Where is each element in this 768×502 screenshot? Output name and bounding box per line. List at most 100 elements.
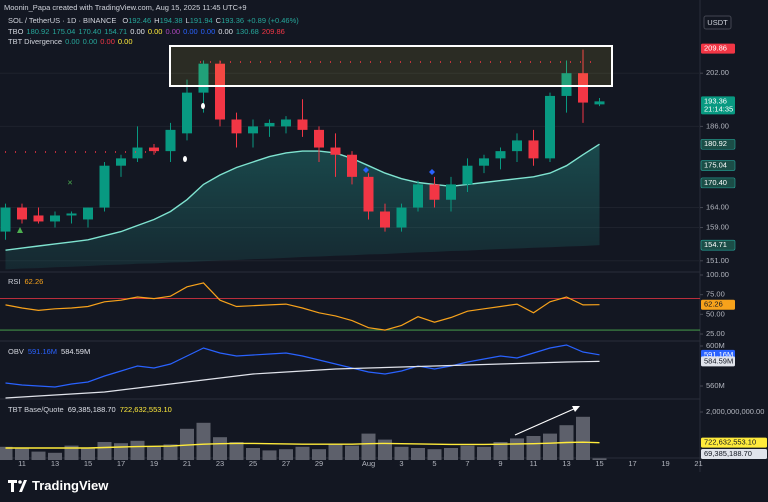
bar — [213, 437, 227, 460]
price-tag-label: 193.36 — [704, 96, 727, 105]
tbo-value: 0.00 — [130, 27, 145, 36]
bar — [147, 446, 161, 460]
candle-body — [99, 165, 110, 208]
candle-body — [297, 119, 308, 130]
ma-line — [5, 143, 600, 251]
price-tag — [700, 177, 736, 189]
x-tick-label: 3 — [399, 459, 403, 468]
currency-box[interactable] — [703, 15, 732, 30]
panel-legend-value: 69,385,188.70 — [68, 405, 116, 414]
x-tick-label: 21 — [183, 459, 191, 468]
candle-body — [50, 215, 60, 222]
bar — [328, 444, 343, 460]
y-tick-label: 50.00 — [706, 309, 725, 318]
price-tag-label: 69,385,188.70 — [704, 449, 752, 458]
price-tag-label: 209.86 — [704, 44, 727, 53]
x-tick-label: 9 — [498, 459, 502, 468]
price-tag-label: 180.92 — [704, 139, 727, 148]
candle-body — [380, 211, 390, 228]
panel-title: TBT Base/Quote — [8, 405, 64, 414]
x-tick-label: 19 — [661, 459, 669, 468]
y-tick-label: 202.00 — [706, 68, 729, 77]
candle-body — [512, 140, 522, 152]
candle-body — [330, 147, 341, 155]
signal-marker — [429, 169, 435, 175]
candle-body — [545, 95, 555, 159]
signal-marker — [363, 167, 369, 173]
candle-body — [429, 184, 440, 200]
candle-body — [578, 73, 588, 103]
brand-logo — [8, 480, 27, 492]
line — [5, 282, 600, 331]
bar — [427, 449, 442, 460]
bar — [196, 422, 211, 460]
x-tick-label: 15 — [84, 459, 92, 468]
bar — [510, 438, 524, 460]
bar — [526, 436, 541, 460]
signal-marker: × — [67, 177, 72, 187]
bar — [48, 452, 62, 460]
bar — [543, 433, 557, 460]
candle-body — [0, 207, 11, 232]
bar — [229, 442, 244, 460]
y-tick-label: 151.00 — [706, 256, 729, 265]
bar — [312, 449, 326, 460]
tbo-name: TBO — [8, 27, 24, 36]
y-tick-label: 186.00 — [706, 121, 729, 130]
y-tick-label: 75.00 — [706, 290, 725, 299]
panel-title: RSI — [8, 277, 21, 286]
bar — [279, 449, 293, 460]
x-tick-label: 29 — [315, 459, 323, 468]
bar — [295, 446, 310, 460]
candle-body — [347, 154, 357, 177]
candle-body — [446, 184, 456, 200]
bar — [130, 440, 145, 460]
symbol: SOL / TetherUS · 1D · BINANCE — [8, 16, 116, 25]
line — [5, 344, 600, 388]
bar — [493, 442, 508, 460]
bar — [411, 448, 425, 460]
candle-body — [165, 129, 176, 152]
candle-body — [396, 207, 407, 228]
candle-body — [248, 126, 258, 134]
tbo-value: 130.68 — [236, 27, 259, 36]
tbt-name: TBT Divergence — [8, 37, 62, 46]
price-tag — [700, 239, 736, 251]
bar — [460, 445, 475, 460]
panel-legend: RSI 62.26 — [8, 277, 43, 286]
band-area — [5, 144, 600, 270]
candle-body — [116, 158, 126, 166]
tbo-value: 0.00 — [183, 27, 198, 36]
ma-line — [5, 441, 600, 449]
brand-logo — [18, 480, 22, 484]
price-tag-label: 62.26 — [704, 300, 723, 309]
panel-legend-value: 591.16M — [28, 347, 57, 356]
x-tick-label: 13 — [562, 459, 570, 468]
x-tick-label: 15 — [595, 459, 603, 468]
credit: Moonin_Papa created with TradingView.com… — [4, 3, 247, 12]
price-tag — [701, 356, 735, 367]
signal-marker — [17, 227, 23, 233]
bar — [163, 444, 178, 460]
x-tick-label: 19 — [150, 459, 158, 468]
panel-legend-value: 722,632,553.10 — [120, 405, 172, 414]
y-tick-label: 560M — [706, 381, 725, 390]
tbt-value: 0.00 — [100, 37, 115, 46]
candle-body — [132, 147, 143, 159]
annotation-arrow — [514, 407, 577, 436]
price-tag-label: 591.16M — [704, 350, 733, 359]
tbt-legend: TBT Divergence 0.00 0.00 0.00 0.00 — [8, 37, 133, 46]
candle-body — [231, 119, 242, 134]
symbol-line: SOL / TetherUS · 1D · BINANCE O192.46 H194… — [8, 16, 299, 25]
y-tick-label: 25.00 — [706, 329, 725, 338]
brand: TradingView — [8, 478, 109, 493]
currency[interactable]: USDT — [707, 18, 728, 27]
change: +0.89 (+0.46%) — [247, 16, 299, 25]
candle-body — [264, 122, 275, 127]
price-tag — [700, 160, 736, 171]
annotation-arrowhead — [572, 406, 580, 412]
ohlc-key: O — [122, 16, 128, 25]
bar — [81, 448, 95, 460]
tbo-value: 0.00 — [218, 27, 233, 36]
price-tag — [701, 437, 767, 448]
